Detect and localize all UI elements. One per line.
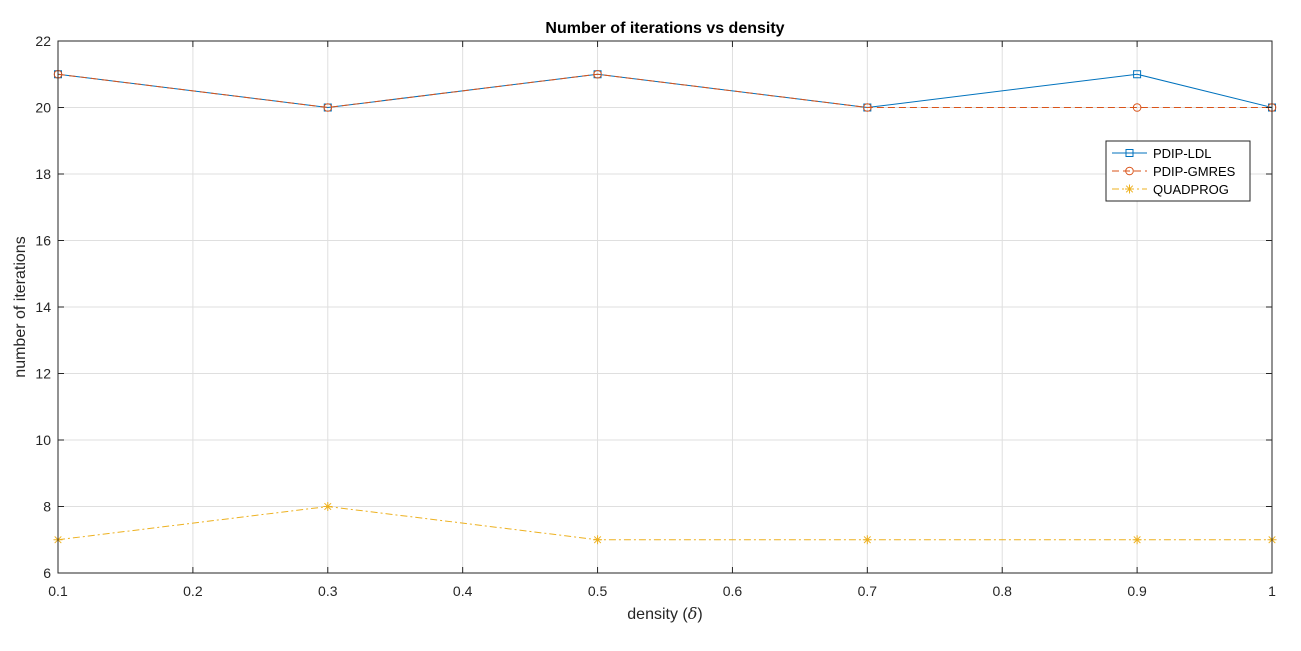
data-point-pdip-gmres <box>323 103 333 112</box>
legend: PDIP-LDL PDIP-GMRES QUADPROG <box>1105 140 1251 202</box>
y-tick-label: 14 <box>35 299 51 315</box>
x-tick-label: 0.9 <box>1127 583 1147 599</box>
y-tick-label: 6 <box>43 565 51 581</box>
x-tick-label: 0.6 <box>723 583 743 599</box>
y-tick-label: 16 <box>35 233 51 249</box>
y-tick-label: 10 <box>35 432 51 448</box>
x-axis-label: density (δ) <box>627 604 702 623</box>
legend-marker-quadprog <box>1125 184 1134 194</box>
series-layer <box>53 69 1277 545</box>
legend-marker-pdip-ldl <box>1125 149 1134 157</box>
series-line-pdip-gmres <box>57 73 1272 109</box>
x-tick-label: 1 <box>1268 583 1276 599</box>
legend-entry-quadprog: QUADPROG <box>1112 182 1229 197</box>
x-tick-label: 0.4 <box>453 583 473 599</box>
tick-labels: 0.1 0.2 0.3 0.4 0.5 0.6 0.7 0.8 0.9 1681012141618… <box>35 33 1276 599</box>
y-tick-label: 22 <box>35 33 51 49</box>
data-point-pdip-gmres <box>1132 103 1142 112</box>
data-point-quadprog <box>593 535 603 545</box>
x-tick-label: 0.2 <box>183 583 203 599</box>
y-tick-label: 12 <box>35 366 51 382</box>
y-tick-label: 18 <box>35 166 51 182</box>
x-tick-label: 0.1 <box>48 583 68 599</box>
y-axis-label: number of iterations <box>12 236 29 377</box>
x-tick-label: 0.8 <box>992 583 1012 599</box>
legend-label-pdip-ldl: PDIP-LDL <box>1153 146 1212 161</box>
y-tick-label: 20 <box>35 100 51 116</box>
legend-entry-pdip-gmres: PDIP-GMRES <box>1112 164 1236 179</box>
data-point-quadprog <box>1132 535 1142 545</box>
x-tick-label: 0.7 <box>858 583 878 599</box>
data-point-quadprog <box>862 535 872 545</box>
data-point-pdip-gmres <box>593 69 602 79</box>
data-point-pdip-ldl <box>1133 70 1142 79</box>
x-tick-label: 0.5 <box>588 583 608 599</box>
legend-label-pdip-gmres: PDIP-GMRES <box>1153 164 1236 179</box>
x-axis-label-prefix: density ( <box>627 606 688 623</box>
legend-marker-pdip-gmres <box>1125 166 1134 176</box>
ticks <box>57 40 1273 574</box>
data-point-quadprog <box>323 502 333 511</box>
legend-entry-pdip-ldl: PDIP-LDL <box>1112 146 1212 161</box>
x-axis-label-suffix: ) <box>697 606 702 623</box>
y-tick-label: 8 <box>43 499 51 515</box>
x-axis-label-symbol: δ <box>688 604 698 623</box>
legend-label-quadprog: QUADPROG <box>1153 182 1229 197</box>
chart-title: Number of iterations vs density <box>545 20 784 37</box>
x-tick-label: 0.3 <box>318 583 338 599</box>
series-line-quadprog <box>57 505 1272 541</box>
data-point-pdip-gmres <box>863 103 872 112</box>
